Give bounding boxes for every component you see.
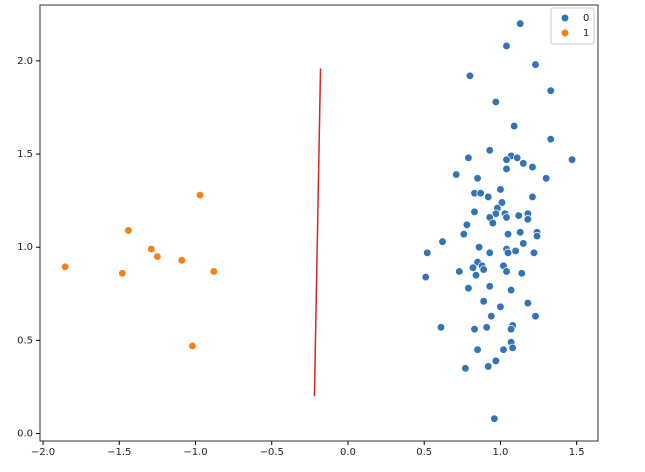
point — [487, 312, 496, 321]
point — [513, 153, 522, 162]
point — [514, 211, 523, 220]
point — [509, 121, 519, 131]
point — [209, 267, 218, 276]
point — [502, 41, 511, 51]
point — [464, 153, 473, 162]
point — [532, 231, 542, 241]
point — [502, 164, 511, 174]
point — [491, 356, 501, 366]
point — [499, 345, 508, 354]
legend-label: 1 — [583, 28, 589, 39]
line — [313, 68, 322, 397]
legend-marker — [560, 13, 570, 23]
point — [465, 71, 475, 80]
y-tick-label: 1.0 — [17, 242, 33, 253]
point — [462, 220, 472, 230]
point — [519, 159, 528, 168]
point — [523, 298, 533, 308]
y-tick-label: 0.5 — [17, 335, 33, 346]
point — [485, 248, 494, 257]
y-tick-label: 0.0 — [17, 429, 33, 440]
point — [511, 246, 520, 256]
point — [491, 209, 501, 218]
point — [471, 271, 481, 280]
point — [455, 267, 464, 276]
point — [473, 174, 482, 183]
point — [421, 272, 430, 282]
legend-marker — [560, 28, 570, 38]
x-tick-label: 0.5 — [416, 447, 432, 458]
point — [490, 414, 499, 423]
point — [546, 86, 555, 95]
point — [517, 269, 526, 278]
point — [195, 190, 205, 200]
point — [61, 262, 70, 271]
point — [124, 226, 133, 235]
x-tick-label: 0.0 — [340, 447, 356, 458]
point — [502, 213, 511, 222]
point — [496, 185, 505, 194]
point — [496, 302, 505, 311]
point — [506, 325, 516, 334]
point — [503, 248, 513, 257]
point — [516, 19, 525, 28]
point — [470, 325, 479, 334]
point — [423, 248, 432, 257]
point — [461, 364, 470, 373]
point — [436, 323, 446, 332]
point — [479, 265, 488, 274]
point — [473, 345, 482, 354]
point — [476, 189, 485, 198]
x-tick-label: −1.5 — [107, 447, 131, 458]
point — [485, 146, 494, 155]
x-tick-label: −0.5 — [260, 447, 284, 458]
point — [502, 267, 511, 276]
point — [542, 174, 551, 183]
x-tick-label: 1.0 — [492, 447, 508, 458]
y-tick-label: 1.5 — [17, 149, 33, 160]
point — [468, 263, 478, 272]
point — [531, 60, 540, 69]
point — [567, 155, 577, 164]
point — [519, 239, 528, 248]
point — [452, 170, 461, 179]
point — [497, 198, 507, 207]
point — [482, 323, 491, 332]
x-tick-label: −2.0 — [31, 447, 55, 458]
point — [508, 343, 517, 352]
point — [503, 230, 513, 239]
point — [118, 269, 127, 278]
point — [470, 207, 479, 216]
point — [484, 192, 493, 202]
point — [546, 135, 555, 144]
legend-label: 0 — [583, 13, 589, 24]
point — [459, 230, 468, 239]
point — [147, 244, 156, 254]
point — [488, 218, 497, 228]
point — [188, 341, 197, 351]
point — [438, 237, 447, 246]
point — [153, 252, 162, 261]
point — [506, 285, 516, 295]
point — [528, 162, 537, 172]
point — [523, 215, 533, 224]
point — [479, 297, 488, 306]
point — [484, 362, 493, 371]
point — [502, 155, 511, 164]
y-tick-label: 2.0 — [17, 56, 33, 67]
x-tick-label: 1.5 — [569, 447, 585, 458]
x-tick-label: −1.0 — [183, 447, 207, 458]
point — [177, 256, 186, 265]
point — [529, 248, 539, 257]
point — [485, 282, 494, 291]
point — [464, 284, 473, 293]
point — [531, 312, 540, 321]
point — [474, 243, 484, 252]
point — [516, 228, 525, 237]
plot-frame — [39, 4, 599, 442]
point — [491, 97, 501, 107]
point — [528, 192, 537, 202]
